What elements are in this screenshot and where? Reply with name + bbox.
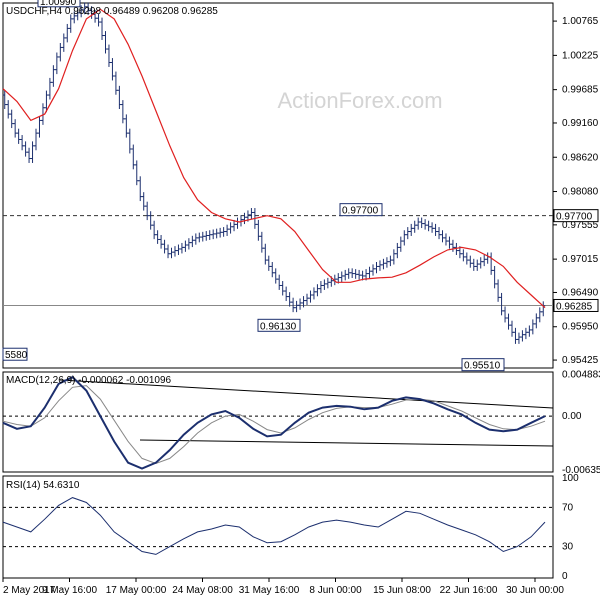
price-series	[2, 2, 546, 344]
annotation-label: 0.97700	[342, 206, 379, 217]
macd-y-tick-label: 0.00	[562, 411, 582, 422]
annotation-label: 0.96130	[260, 321, 297, 332]
annotation-box	[37, 0, 81, 8]
x-tick-label: 9 May 16:00	[42, 585, 97, 596]
annotation-label: 0.95510	[464, 361, 501, 372]
macd-lower-trendline	[139, 439, 554, 447]
x-tick-label: 15 Jun 08:00	[373, 585, 431, 596]
rsi-panel-title: RSI(14) 54.6310	[6, 480, 80, 491]
macd-panel-frame	[2, 371, 554, 473]
annotation-box	[461, 358, 505, 372]
x-tick-label: 2 May 2017	[3, 585, 56, 596]
watermark: ActionForex.com	[277, 88, 442, 113]
rsi-y-tick-label: 100	[562, 473, 579, 484]
macd-upper-trendline	[59, 379, 554, 409]
annotation-box	[2, 347, 28, 361]
annotation-label: 5580	[5, 350, 28, 361]
price-tag-label: 0.96285	[556, 301, 593, 312]
price-panel-frame	[2, 2, 554, 369]
resistance-tag-label: 0.97700	[556, 212, 593, 223]
price-y-tick-label: 0.97555	[562, 220, 599, 231]
x-tick-label: 22 Jun 16:00	[440, 585, 498, 596]
price-y-tick-label: 0.98080	[562, 187, 599, 198]
price-y-tick-label: 0.98620	[562, 152, 599, 163]
price-panel-title: USDCHF,H4 0.96298 0.96489 0.96208 0.9628…	[6, 6, 218, 17]
x-tick-label: 31 May 16:00	[239, 585, 300, 596]
price-y-tick-label: 1.00225	[562, 50, 599, 61]
macd-series	[2, 375, 554, 470]
annotation-label: 1.00990	[40, 0, 77, 8]
price-y-tick-label: 0.97015	[562, 254, 599, 265]
x-tick-label: 17 May 00:00	[106, 585, 167, 596]
price-y-tick-label: 0.99685	[562, 85, 599, 96]
rsi-series	[2, 497, 546, 555]
rsi-panel-frame	[2, 475, 554, 579]
price-y-tick-label: 0.96490	[562, 287, 599, 298]
rsi-y-tick-label: 30	[562, 542, 574, 553]
rsi-y-tick-label: 70	[562, 502, 574, 513]
x-tick-label: 30 Jun 00:00	[506, 585, 564, 596]
macd-signal-line	[2, 385, 546, 465]
macd-y-tick-label: -0.006354	[562, 465, 600, 476]
macd-y-tick-label: 0.004883	[562, 370, 600, 381]
grid-lines	[3, 215, 553, 548]
price-y-tick-label: 0.95950	[562, 322, 599, 333]
macd-panel-title: MACD(12,26,9) -0.000062 -0.001096	[6, 375, 172, 386]
x-tick-label: 8 Jun 00:00	[309, 585, 362, 596]
annotation-box	[257, 318, 301, 332]
annotation-box	[339, 203, 383, 217]
price-y-tick-label: 0.95425	[562, 355, 599, 366]
price-tag-box	[553, 298, 599, 312]
x-tick-label: 24 May 08:00	[172, 585, 233, 596]
rsi-y-tick-label: 0	[562, 571, 568, 582]
rsi-line	[2, 497, 546, 555]
resistance-tag-box	[553, 209, 599, 223]
macd-line	[2, 375, 546, 470]
price-y-tick-label: 1.00765	[562, 16, 599, 27]
moving-average-line	[2, 8, 546, 309]
price-y-tick-label: 0.99160	[562, 118, 599, 129]
